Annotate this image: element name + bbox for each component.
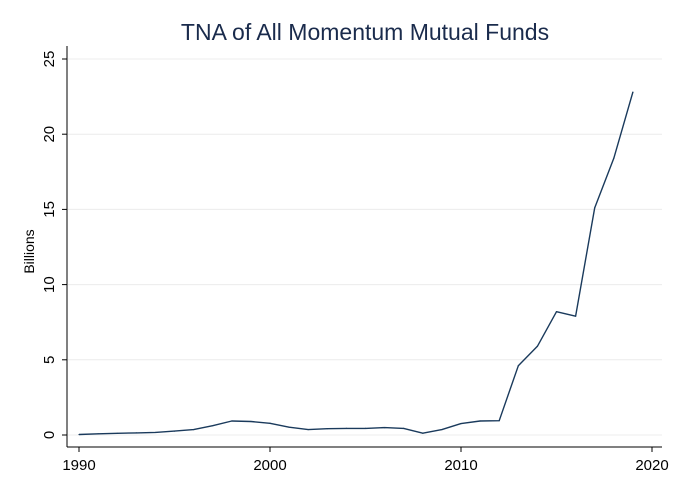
x-tick-label: 2020 [635, 457, 668, 474]
data-point [78, 433, 80, 436]
data-point [403, 427, 405, 429]
data-point [364, 427, 367, 429]
data-point [555, 311, 558, 313]
series-line-0 [78, 91, 634, 436]
y-tick-label: 5 [41, 356, 58, 364]
data-point [307, 428, 309, 431]
data-point [135, 432, 137, 434]
y-tick-label: 10 [41, 276, 58, 293]
data-point [517, 365, 519, 367]
data-point [345, 427, 347, 429]
gridlines [68, 58, 662, 436]
data-point [384, 427, 386, 429]
data-point [116, 432, 118, 434]
data-point [479, 420, 481, 422]
data-point [536, 345, 539, 347]
x-tick-label: 2010 [444, 457, 477, 474]
data-point [231, 420, 233, 422]
tick-labels: 0 5 10 15 20 25 1990 2000 2010 2020 [41, 51, 669, 474]
data-point [154, 431, 156, 434]
data-point [422, 432, 424, 434]
data-point [498, 420, 500, 422]
data-point [632, 91, 634, 93]
y-tick-label: 15 [41, 201, 58, 218]
data-point [193, 428, 195, 431]
y-axis-label: Billions [21, 229, 37, 273]
data-point [250, 420, 252, 423]
y-tick-label: 25 [41, 51, 58, 68]
x-tick-label: 1990 [62, 457, 95, 474]
data-point [269, 422, 271, 424]
y-tick-label: 0 [41, 431, 58, 439]
series-layer [78, 91, 634, 436]
data-point [97, 433, 99, 435]
chart-title: TNA of All Momentum Mutual Funds [181, 19, 549, 45]
data-point [212, 425, 214, 427]
data-point [460, 422, 462, 425]
data-point [575, 315, 577, 317]
data-point [173, 430, 176, 432]
data-point [613, 157, 615, 159]
axes [62, 46, 662, 452]
data-point [326, 428, 328, 430]
data-point [441, 428, 443, 431]
y-tick-label: 20 [41, 126, 58, 143]
data-point [288, 426, 290, 428]
x-tick-label: 2000 [253, 457, 286, 474]
data-point [594, 207, 596, 209]
